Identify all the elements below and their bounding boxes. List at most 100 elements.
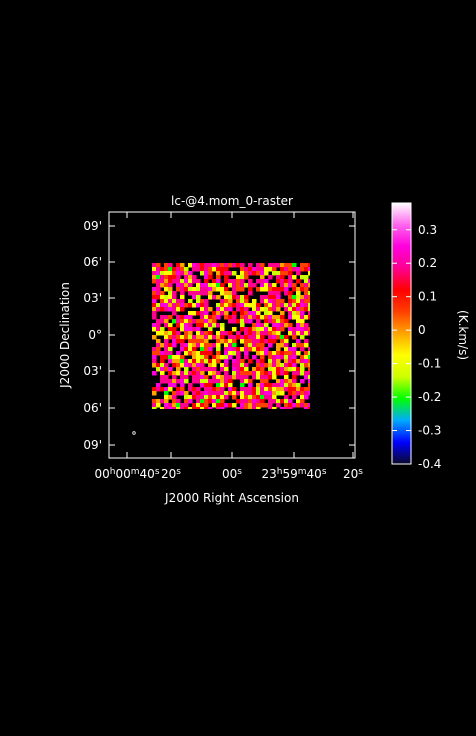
map-pixel (224, 347, 229, 352)
map-pixel (216, 371, 221, 376)
map-pixel (184, 371, 189, 376)
map-pixel (200, 315, 205, 320)
map-pixel (164, 395, 169, 400)
map-pixel (156, 363, 161, 368)
map-pixel (160, 327, 165, 332)
map-pixel (292, 267, 297, 272)
map-pixel (152, 295, 157, 300)
map-pixel (240, 379, 245, 384)
map-pixel (192, 295, 197, 300)
map-pixel (152, 287, 157, 292)
map-pixel (176, 351, 181, 356)
map-pixel (164, 319, 169, 324)
map-pixel (216, 279, 221, 284)
map-pixel (204, 351, 209, 356)
map-pixel (172, 363, 177, 368)
map-pixel (304, 327, 309, 332)
map-pixel (224, 295, 229, 300)
map-pixel (272, 395, 277, 400)
map-pixel (284, 359, 289, 364)
map-pixel (160, 363, 165, 368)
map-pixel (304, 291, 309, 296)
raster-map (152, 263, 310, 409)
map-pixel (296, 299, 301, 304)
map-pixel (168, 299, 173, 304)
map-pixel (300, 363, 305, 368)
map-pixel (288, 355, 293, 360)
map-pixel (276, 343, 281, 348)
map-pixel (184, 351, 189, 356)
map-pixel (232, 311, 237, 316)
map-pixel (180, 263, 185, 268)
map-pixel (280, 399, 285, 404)
map-pixel (196, 279, 201, 284)
map-pixel (264, 267, 269, 272)
map-pixel (304, 323, 309, 328)
map-pixel (196, 375, 201, 380)
map-pixel (280, 303, 285, 308)
map-pixel (268, 371, 273, 376)
map-pixel (236, 371, 241, 376)
colorbar-tick-label: -0.3 (418, 424, 441, 438)
map-pixel (220, 271, 225, 276)
map-pixel (260, 367, 265, 372)
map-pixel (212, 379, 217, 384)
map-pixel (180, 347, 185, 352)
map-pixel (300, 295, 305, 300)
map-pixel (176, 315, 181, 320)
map-pixel (288, 271, 293, 276)
map-pixel (260, 275, 265, 280)
map-pixel (236, 407, 241, 409)
map-pixel (160, 359, 165, 364)
map-pixel (296, 339, 301, 344)
map-pixel (244, 371, 249, 376)
map-pixel (236, 351, 241, 356)
map-pixel (192, 267, 197, 272)
map-pixel (272, 319, 277, 324)
map-pixel (228, 335, 233, 340)
map-pixel (196, 263, 201, 268)
map-pixel (296, 319, 301, 324)
map-pixel (300, 391, 305, 396)
map-pixel (196, 295, 201, 300)
map-pixel (204, 347, 209, 352)
map-pixel (212, 371, 217, 376)
map-pixel (164, 351, 169, 356)
map-pixel (208, 395, 213, 400)
map-pixel (196, 379, 201, 384)
map-pixel (184, 375, 189, 380)
map-pixel (268, 299, 273, 304)
map-pixel (244, 379, 249, 384)
map-pixel (260, 323, 265, 328)
map-pixel (204, 299, 209, 304)
map-pixel (156, 275, 161, 280)
map-pixel (164, 275, 169, 280)
map-pixel (288, 267, 293, 272)
map-pixel (200, 359, 205, 364)
map-pixel (208, 315, 213, 320)
map-pixel (240, 319, 245, 324)
x-tick-label: 20s (161, 467, 181, 481)
map-pixel (288, 283, 293, 288)
map-pixel (200, 291, 205, 296)
map-pixel (300, 275, 305, 280)
map-pixel (208, 287, 213, 292)
y-tick-label: 06' (83, 401, 102, 415)
map-pixel (296, 359, 301, 364)
map-pixel (296, 403, 301, 408)
map-pixel (288, 379, 293, 384)
map-pixel (228, 307, 233, 312)
map-pixel (280, 271, 285, 276)
map-pixel (280, 367, 285, 372)
map-pixel (176, 359, 181, 364)
map-pixel (152, 359, 157, 364)
x-tick-label: 20s (343, 467, 363, 481)
map-pixel (232, 319, 237, 324)
map-pixel (180, 303, 185, 308)
map-pixel (284, 363, 289, 368)
map-pixel (272, 351, 277, 356)
map-pixel (240, 311, 245, 316)
map-pixel (156, 291, 161, 296)
map-pixel (248, 327, 253, 332)
map-pixel (304, 371, 309, 376)
